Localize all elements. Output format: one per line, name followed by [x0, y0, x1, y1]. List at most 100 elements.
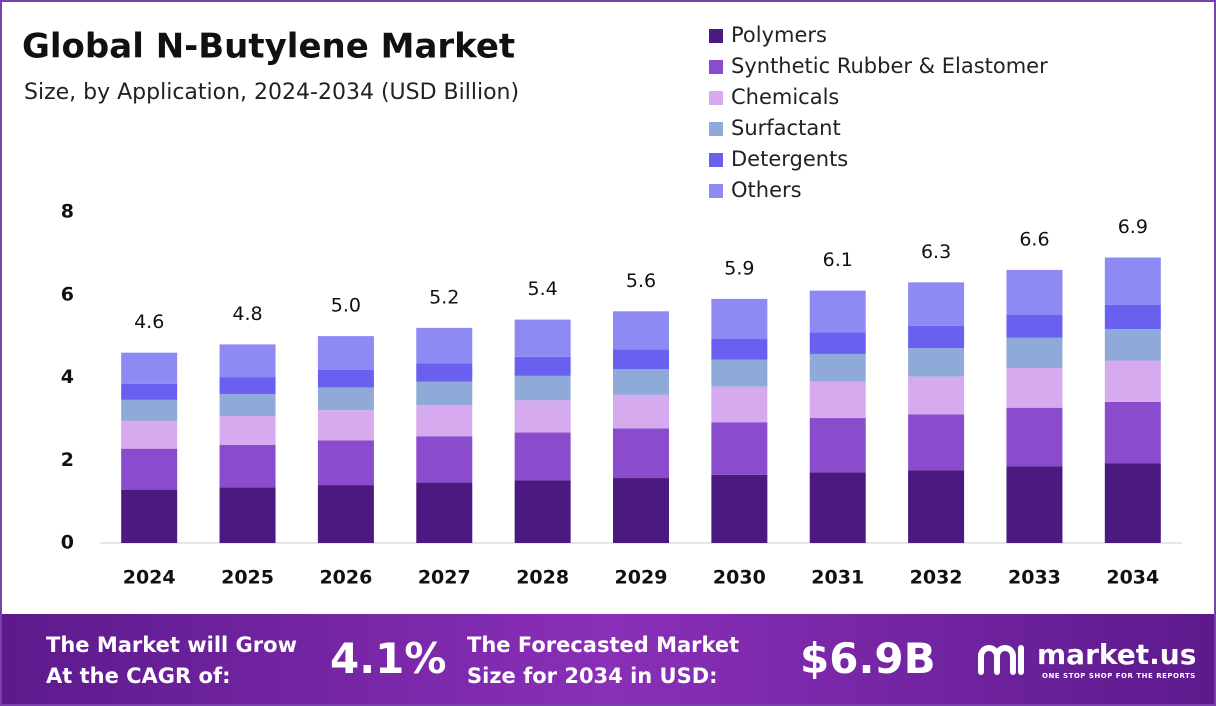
bar-segment — [416, 381, 473, 406]
legend-label: Polymers — [731, 23, 827, 47]
bar-segment — [514, 356, 571, 376]
bar-segment — [121, 399, 178, 421]
chart-subtitle: Size, by Application, 2024-2034 (USD Bil… — [24, 80, 519, 105]
legend-label: Surfactant — [731, 116, 841, 140]
bar-segment — [1006, 337, 1063, 368]
x-tick-label: 2030 — [713, 567, 766, 589]
bar-segment — [809, 472, 866, 543]
legend-label: Synthetic Rubber & Elastomer — [731, 54, 1048, 78]
bar-segment — [219, 487, 276, 543]
bar-segment — [121, 448, 178, 490]
total-label: 5.9 — [724, 257, 754, 279]
x-tick-label: 2031 — [811, 567, 864, 589]
bar-segment — [514, 432, 571, 481]
bar-segment — [908, 348, 965, 377]
forecast-text: The Forecasted Market Size for 2034 in US… — [467, 630, 739, 692]
bar-segment — [1104, 257, 1161, 305]
bar-segment — [121, 489, 178, 543]
chart-title: Global N-Butylene Market — [22, 27, 515, 67]
tagline: ONE STOP SHOP FOR THE REPORTS — [1042, 672, 1196, 680]
bar-segment — [613, 478, 669, 543]
legend-swatch — [709, 122, 723, 136]
bar-segment — [317, 485, 374, 543]
forecast-line: The Forecasted Market — [467, 633, 740, 657]
x-tick-label: 2034 — [1106, 567, 1159, 589]
bar-segment — [809, 290, 866, 333]
y-tick-label: 4 — [61, 366, 74, 388]
bar-segment — [1104, 360, 1161, 402]
x-tick-label: 2024 — [123, 567, 176, 589]
bar-segment — [711, 474, 768, 543]
bar-segment — [613, 369, 669, 395]
bar-segment — [416, 436, 473, 483]
bar-segment — [711, 386, 768, 423]
bar-segment — [121, 383, 178, 400]
total-label: 5.6 — [626, 270, 656, 292]
bar-segment — [908, 282, 965, 326]
legend-label: Chemicals — [731, 85, 839, 109]
bar-segment — [613, 394, 669, 429]
footer: The Market will Grow At the CAGR of: 4.1%… — [2, 614, 1214, 704]
total-label: 5.4 — [528, 278, 558, 300]
total-label: 6.3 — [921, 241, 951, 263]
bar-segment — [317, 387, 374, 411]
bar-segment — [711, 359, 768, 387]
bar-segment — [809, 353, 866, 382]
bar-segment — [514, 319, 571, 357]
bar-segment — [1006, 269, 1063, 315]
total-label: 5.0 — [331, 295, 361, 317]
bar-segment — [908, 325, 965, 349]
y-tick-label: 8 — [61, 201, 74, 223]
total-label: 4.8 — [232, 303, 262, 325]
cagr-text: The Market will Grow At the CAGR of: — [46, 630, 297, 692]
legend-swatch — [709, 184, 723, 198]
bar-segment — [416, 327, 473, 364]
x-tick-label: 2033 — [1008, 567, 1061, 589]
x-tick-label: 2028 — [516, 567, 569, 589]
bar-segment — [317, 440, 374, 486]
bar-segment — [908, 470, 965, 543]
chart: Global N-Butylene Market Size, by Applic… — [22, 23, 1182, 589]
bar-segment — [219, 415, 276, 445]
bar-segment — [1104, 401, 1161, 464]
cagr-line: At the CAGR of: — [46, 664, 231, 688]
bar-segment — [908, 414, 965, 471]
bar-segment — [219, 444, 276, 488]
forecast-value: $6.9B — [800, 634, 936, 683]
bar-segment — [1104, 329, 1161, 361]
bar-segment — [416, 405, 473, 437]
logo-icon — [978, 645, 1024, 675]
brand: market.us — [1037, 638, 1197, 671]
legend-label: Others — [731, 178, 802, 202]
legend-swatch — [709, 153, 723, 167]
bar-segment — [317, 369, 374, 388]
bar-segment — [1006, 407, 1063, 467]
total-label: 6.9 — [1118, 216, 1148, 238]
total-label: 6.1 — [823, 249, 853, 271]
bar-segment — [711, 298, 768, 340]
bar-segment — [219, 377, 276, 395]
bar-segment — [317, 410, 374, 441]
total-label: 5.2 — [429, 286, 459, 308]
bar-segment — [416, 363, 473, 382]
bar-segment — [317, 336, 374, 370]
legend-swatch — [709, 91, 723, 105]
bar-segment — [1104, 463, 1161, 543]
bar-segment — [809, 381, 866, 419]
x-tick-label: 2027 — [418, 567, 471, 589]
bar-segment — [711, 339, 768, 360]
y-tick-label: 2 — [61, 449, 74, 471]
bar-segment — [711, 422, 768, 475]
legend-swatch — [709, 29, 723, 43]
bar-segment — [908, 376, 965, 415]
x-tick-label: 2026 — [319, 567, 372, 589]
bar-segment — [121, 352, 178, 384]
bar-segment — [121, 420, 178, 449]
cagr-line: The Market will Grow — [46, 633, 297, 657]
bar-segment — [1006, 314, 1063, 338]
bar-segment — [613, 428, 669, 479]
total-label: 4.6 — [134, 311, 164, 333]
x-tick-label: 2029 — [615, 567, 668, 589]
bar-segment — [514, 375, 571, 401]
